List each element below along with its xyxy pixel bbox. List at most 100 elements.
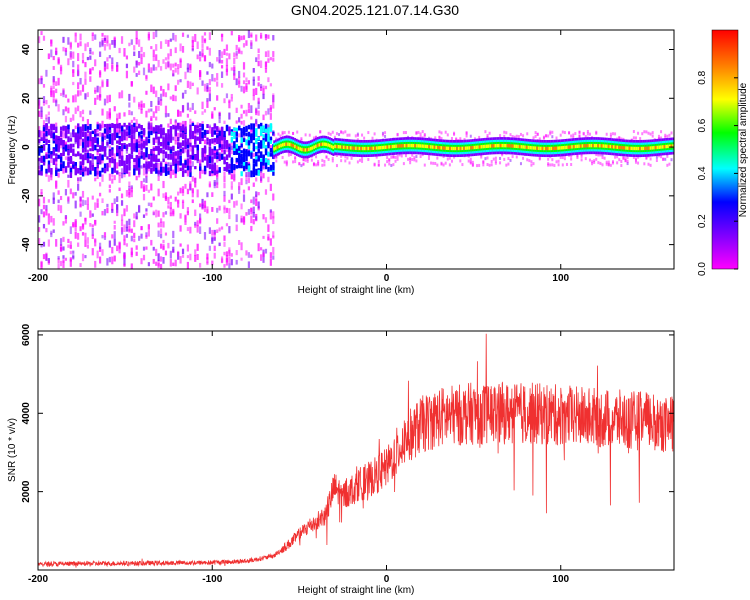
heatmap-cell [130, 111, 133, 116]
heatmap-cell [272, 165, 275, 171]
heatmap-cell [632, 155, 635, 159]
heatmap-cell [111, 246, 114, 254]
heatmap-cell [375, 155, 378, 159]
heatmap-cell [262, 88, 265, 95]
heatmap-cell [133, 168, 136, 176]
heatmap-cell [216, 57, 219, 62]
heatmap-cell [89, 136, 92, 142]
heatmap-cell [101, 142, 104, 148]
heatmap-cell [321, 163, 324, 167]
heatmap-cell [389, 145, 392, 149]
heatmap-cell [434, 136, 437, 140]
heatmap-cell [390, 163, 393, 167]
heatmap-cell [142, 214, 146, 218]
heatmap-cell [353, 146, 356, 150]
heatmap-cell [142, 246, 146, 251]
heatmap-cell [208, 138, 212, 146]
heatmap-cell [101, 40, 104, 47]
heatmap-cell [189, 118, 192, 124]
heatmap-cell [147, 202, 150, 207]
heatmap-cell [86, 126, 90, 130]
heatmap-cell [431, 145, 434, 149]
heatmap-cell [67, 174, 70, 178]
heatmap-cell [238, 160, 241, 165]
heatmap-cell [123, 145, 126, 149]
heatmap-cell [94, 166, 97, 172]
heatmap-cell [211, 207, 214, 212]
heatmap-cell [264, 34, 268, 41]
heatmap-cell [211, 192, 214, 197]
heatmap-cell [290, 143, 293, 147]
heatmap-cell [245, 40, 248, 46]
heatmap-cell [59, 126, 63, 131]
heatmap-cell [216, 73, 219, 81]
heatmap-cell [461, 163, 464, 167]
heatmap-cell [560, 146, 563, 150]
heatmap-cell [59, 205, 63, 214]
heatmap-cell [181, 163, 185, 171]
heatmap-cell [452, 146, 455, 151]
heatmap-cell [111, 154, 114, 159]
heatmap-cell [159, 263, 163, 269]
heatmap-cell [62, 46, 65, 52]
heatmap-cell [663, 145, 666, 149]
heatmap-cell [614, 132, 617, 136]
heatmap-cell [273, 133, 276, 137]
heatmap-cell [184, 89, 187, 94]
heatmap-cell [84, 71, 87, 78]
heatmap-cell [478, 135, 481, 139]
heatmap-cell [272, 57, 275, 62]
heatmap-cell [233, 64, 236, 71]
heatmap-cell [301, 147, 303, 152]
heatmap-cell [435, 145, 438, 150]
heatmap-cell [42, 83, 46, 88]
heatmap-cell [128, 188, 131, 196]
heatmap-cell [52, 66, 55, 70]
heatmap-cell [230, 67, 233, 71]
heatmap-cell [409, 161, 412, 165]
heatmap-cell [438, 135, 441, 139]
heatmap-cell [98, 182, 102, 187]
heatmap-cell [551, 135, 554, 139]
heatmap-cell [55, 157, 58, 162]
heatmap-cell [477, 145, 479, 149]
heatmap-cell [103, 232, 107, 238]
heatmap-cell [242, 62, 246, 70]
heatmap-cell [101, 159, 104, 164]
heatmap-cell [57, 258, 60, 264]
heatmap-cell [238, 182, 241, 191]
heatmap-cell [57, 104, 60, 112]
heatmap-cell [140, 130, 143, 135]
heatmap-cell [40, 148, 43, 153]
heatmap-cell [223, 159, 226, 165]
heatmap-cell [446, 133, 449, 137]
heatmap-cell [72, 148, 75, 153]
heatmap-cell [218, 141, 221, 146]
heatmap-cell [223, 251, 226, 256]
heatmap-cell [245, 180, 248, 185]
heatmap-cell [189, 165, 192, 170]
heatmap-cell [118, 159, 121, 167]
heatmap-cell [186, 211, 190, 216]
heatmap-cell [323, 163, 326, 167]
heatmap-cell [235, 200, 238, 206]
heatmap-cell [505, 131, 508, 135]
heatmap-cell [130, 129, 134, 133]
heatmap-cell [329, 132, 332, 136]
heatmap-cell [242, 35, 246, 40]
heatmap-cell [96, 95, 99, 100]
heatmap-cell [172, 145, 175, 151]
heatmap-cell [269, 104, 272, 110]
heatmap-cell [269, 113, 272, 120]
heatmap-cell [662, 157, 665, 161]
heatmap-cell [216, 135, 219, 140]
heatmap-cell [315, 135, 318, 139]
heatmap-cell [624, 159, 627, 163]
heatmap-cell [637, 146, 640, 151]
heatmap-cell [403, 143, 406, 148]
heatmap-cell [201, 80, 204, 86]
heatmap-cell [84, 239, 87, 247]
heatmap-cell [267, 224, 270, 232]
heatmap-cell [89, 123, 92, 131]
heatmap-cell [138, 235, 141, 241]
